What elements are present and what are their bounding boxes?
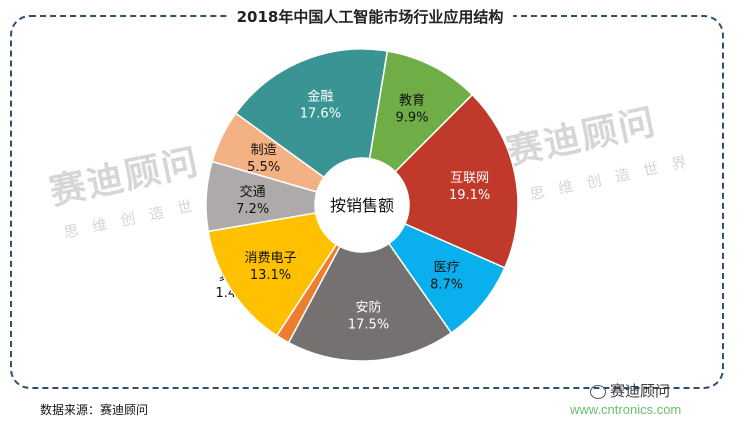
slice-value-label: 9.9% <box>396 111 429 126</box>
chart-title: 2018年中国人工智能市场行业应用结构 <box>0 6 740 27</box>
slice-value-label: 8.7% <box>430 278 463 293</box>
data-source: 数据来源：赛迪顾问 <box>40 403 149 417</box>
center-label: 按销售额 <box>330 196 394 215</box>
slice-label: 消费电子 <box>244 251 296 266</box>
wechat-icon <box>590 384 606 399</box>
slice-label: 安防 <box>356 299 382 315</box>
slice-label: 金融 <box>307 89 333 105</box>
site-watermark: www.cntronics.com <box>570 402 682 417</box>
slice-1 <box>234 48 389 179</box>
slice-label: 交通 <box>240 184 266 200</box>
slice-label: 医疗 <box>434 261 460 276</box>
slice-value-label: 5.5% <box>247 160 280 175</box>
slice-value-label: 7.2% <box>236 202 269 217</box>
slice-label: 互联网 <box>450 171 489 186</box>
slice-7 <box>207 212 338 337</box>
slice-label: 制造 <box>251 143 277 158</box>
slice-value-label: 17.5% <box>348 317 389 332</box>
slice-value-label: 13.1% <box>250 268 291 283</box>
slice-3 <box>394 93 519 269</box>
slice-9 <box>211 112 326 193</box>
brand-name: 赛迪顾问 <box>610 382 671 400</box>
brand-mark: 赛迪顾问 <box>590 380 670 401</box>
slice-value-label: 19.1% <box>449 188 490 203</box>
slice-label: 教育 <box>399 93 425 109</box>
slice-5 <box>287 242 453 362</box>
slice-value-label: 17.6% <box>300 107 341 122</box>
